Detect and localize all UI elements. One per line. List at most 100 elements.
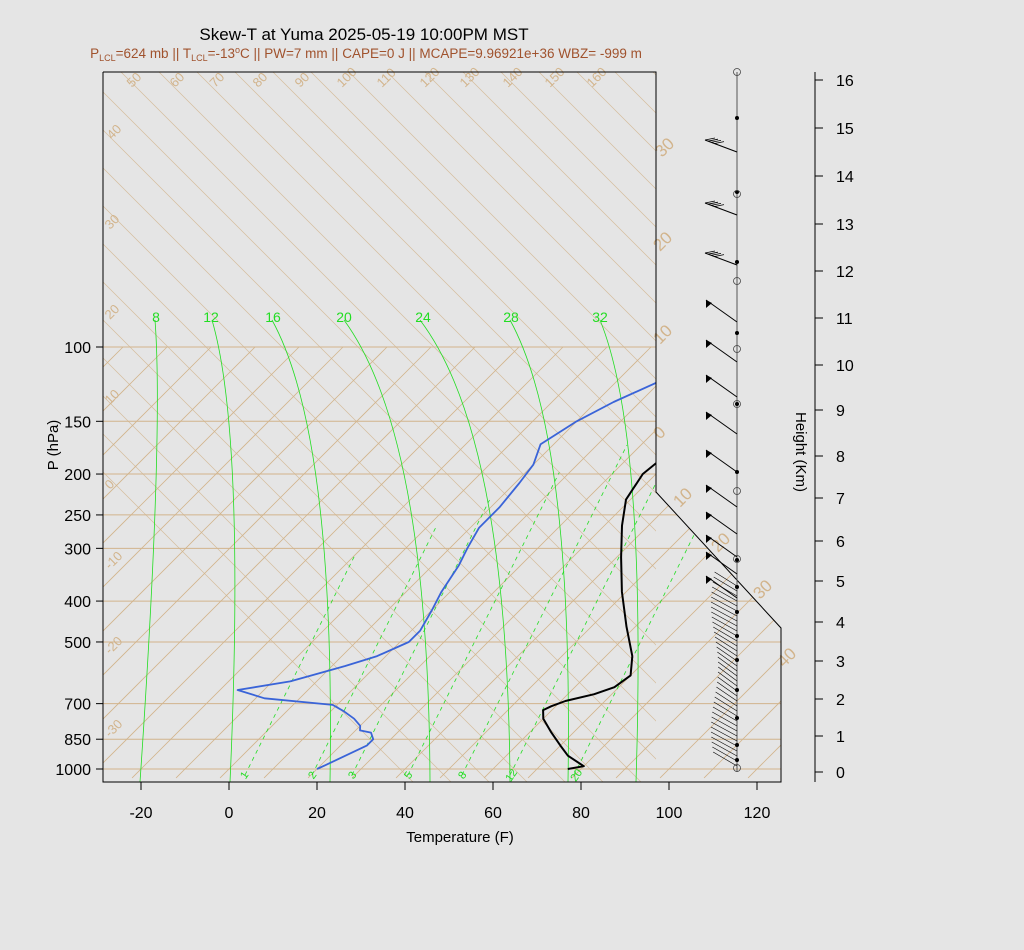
wind-barb-pennant xyxy=(706,375,712,383)
wind-barb xyxy=(704,139,738,153)
y-axis-ticks: 100 150 200 250 300 400 500 700 850 1000 xyxy=(55,340,103,779)
mixing-ratio-label: 28 xyxy=(503,309,519,325)
mixing-ratio-label: 16 xyxy=(265,309,281,325)
isotherm-line xyxy=(103,346,432,779)
wind-barb-feather xyxy=(704,137,716,141)
dry-adiabat-line xyxy=(103,319,566,782)
plot-area xyxy=(103,72,781,782)
wind-barb xyxy=(712,711,738,727)
wind-barb-pennant xyxy=(706,485,712,493)
y-axis-label: P (hPa) xyxy=(45,420,62,471)
wind-barb xyxy=(712,751,738,767)
dry-adiabat-line xyxy=(272,72,656,456)
mixing-ratio-label: 5 xyxy=(402,770,415,782)
isotherm-line xyxy=(571,346,781,779)
height-tick-label: 9 xyxy=(836,403,845,420)
moist-adiabat-line xyxy=(599,319,639,782)
dewpoint-line xyxy=(236,381,656,770)
wind-barb xyxy=(711,591,738,607)
isotherm-line xyxy=(703,346,781,779)
y-tick-label: 150 xyxy=(64,414,91,431)
dry-adiabat-line xyxy=(103,129,656,684)
wind-barb xyxy=(718,666,738,682)
wind-barb xyxy=(715,691,738,707)
wind-level-ring xyxy=(733,487,741,495)
wind-level-dot xyxy=(735,610,739,614)
mixing-ratio-labels: 8 12 16 20 24 28 321 2 3 5 8 12 20 xyxy=(152,309,608,784)
height-tick-label: 8 xyxy=(836,449,845,466)
wind-barb xyxy=(716,686,738,702)
isotherm-line xyxy=(103,346,520,779)
isotherm-line xyxy=(659,346,781,779)
wind-barb xyxy=(717,656,738,672)
dry-adiabat-line xyxy=(103,243,642,782)
wind-level-dot xyxy=(735,116,739,120)
wind-barb xyxy=(710,601,738,617)
wind-barb-feather xyxy=(713,254,725,257)
mixing-ratio-label: 20 xyxy=(568,767,585,784)
wind-barb-feather xyxy=(710,253,722,256)
mixing-ratio-label: 3 xyxy=(346,770,359,782)
dry-adiabat-line xyxy=(103,167,656,722)
dry-adiabat-line xyxy=(881,72,1024,782)
y-tick-label: 500 xyxy=(64,635,91,652)
y-tick-label: 100 xyxy=(64,340,91,357)
wind-barb-pennant xyxy=(706,412,712,420)
height-tick-label: 6 xyxy=(836,534,845,551)
mixing-ratio-label: 1 xyxy=(238,770,251,782)
wind-barb xyxy=(717,651,738,667)
height-tick-label: 7 xyxy=(836,491,845,508)
isotherm-line xyxy=(836,347,1024,778)
wind-level-ring xyxy=(733,400,741,408)
wind-barb-feather xyxy=(704,200,716,204)
mixing-ratio-label: 8 xyxy=(152,309,160,325)
dry-adiabat-line xyxy=(843,72,1024,782)
moist-adiabat-line xyxy=(419,319,511,782)
wind-barb-pennant xyxy=(706,535,712,543)
mixing-ratio-label: 8 xyxy=(456,770,469,782)
dry-adiabat-line xyxy=(424,72,656,304)
wind-barb xyxy=(704,252,738,266)
wind-barb xyxy=(710,726,738,742)
mixing-ratio-label: 2 xyxy=(306,770,319,782)
wind-level-dot xyxy=(735,585,739,589)
x-tick-label: 120 xyxy=(744,805,771,822)
dry-adiabat-line xyxy=(462,72,656,266)
mixing-ratio-lines xyxy=(139,319,767,782)
isotherm-line xyxy=(747,346,781,779)
mixing-ratio-label: 32 xyxy=(592,309,608,325)
isotherm-line xyxy=(792,347,1024,778)
wind-level-dot xyxy=(735,558,739,562)
wind-level-ring xyxy=(733,277,741,285)
wind-barb xyxy=(711,736,738,752)
moist-adiabat-line xyxy=(271,319,331,782)
isotherm-line xyxy=(131,346,564,779)
moist-adiabat-line xyxy=(139,319,158,782)
isotherm-line xyxy=(0,347,35,778)
dry-adiabat-line xyxy=(919,72,1024,782)
mixing-ratio-label: 12 xyxy=(503,767,520,784)
isotherm-line xyxy=(483,346,781,779)
dry-adiabat-line xyxy=(103,357,528,782)
temperature-line xyxy=(542,461,656,770)
wind-barb-feather xyxy=(713,204,725,207)
x-tick-label: 60 xyxy=(484,805,502,822)
wind-barb xyxy=(717,661,738,677)
x-axis-label: Temperature (F) xyxy=(406,829,514,846)
wind-level-ring xyxy=(733,555,741,563)
isotherm-line xyxy=(219,346,652,779)
dry-adiabat-line xyxy=(120,72,656,608)
y-tick-label: 700 xyxy=(64,697,91,714)
x-tick-label: 0 xyxy=(225,805,234,822)
y-tick-label: 200 xyxy=(64,467,91,484)
wind-barb xyxy=(711,716,738,732)
y-tick-label: 400 xyxy=(64,594,91,611)
moist-adiabat-line xyxy=(509,319,569,782)
mixing-ratio-line xyxy=(509,417,690,776)
wind-barb xyxy=(711,616,738,632)
mixing-ratio-label: 20 xyxy=(336,309,352,325)
x-tick-label: 40 xyxy=(396,805,414,822)
wind-barb-pennant xyxy=(706,450,712,458)
dry-adiabat-line xyxy=(500,72,656,228)
